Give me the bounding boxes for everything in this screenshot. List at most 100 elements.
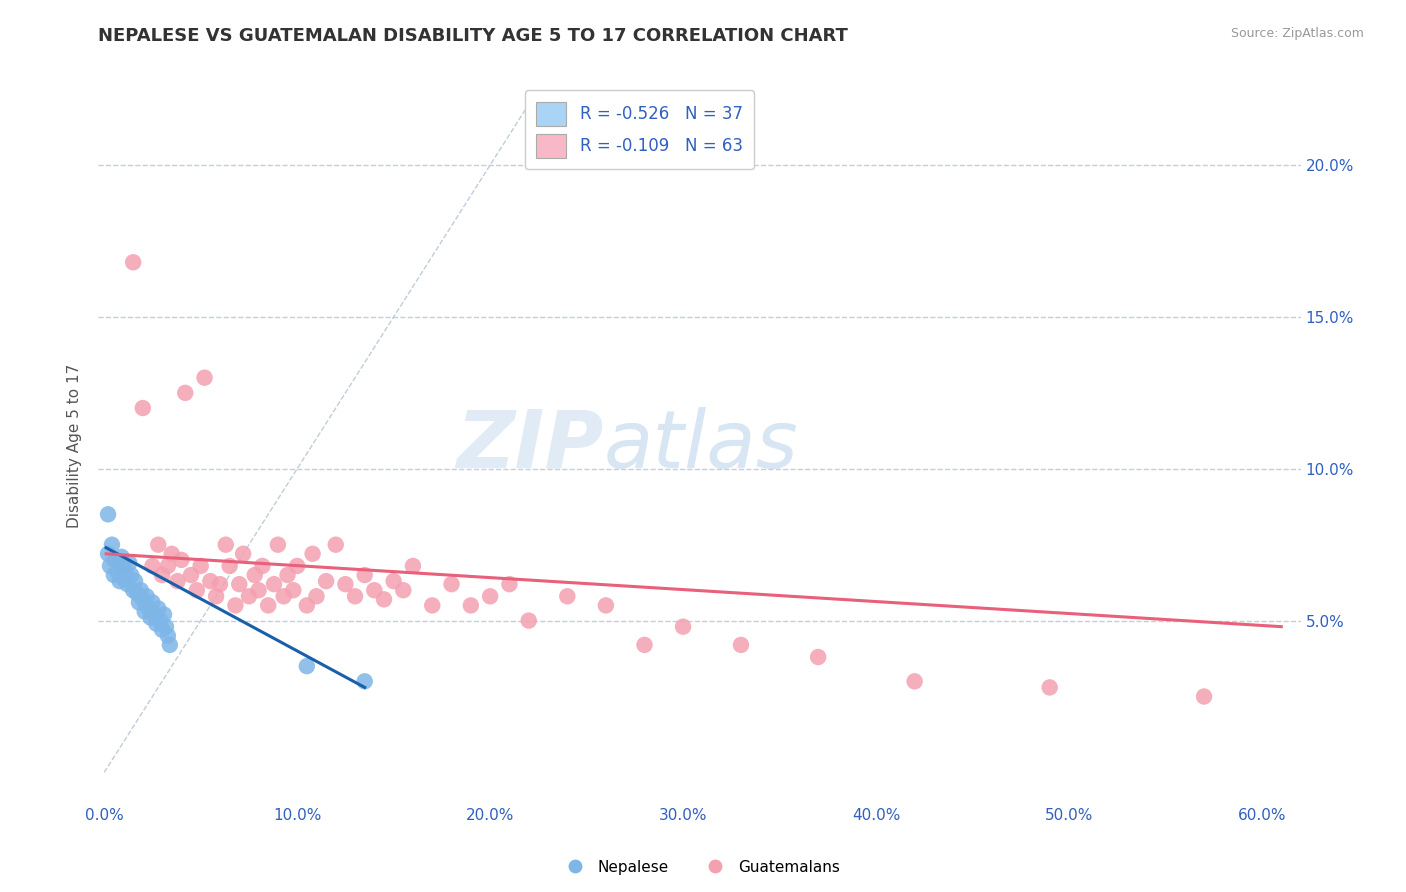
Point: [122, 255, 145, 269]
Text: NEPALESE VS GUATEMALAN DISABILITY AGE 5 TO 17 CORRELATION CHART: NEPALESE VS GUATEMALAN DISABILITY AGE 5 …: [98, 27, 848, 45]
Point: [156, 558, 179, 573]
Point: [205, 590, 228, 604]
Point: [145, 616, 167, 631]
Point: [135, 590, 157, 604]
Point: [139, 610, 162, 624]
Point: [363, 583, 385, 598]
Point: [97, 547, 120, 561]
Point: [224, 599, 246, 613]
Point: [335, 577, 357, 591]
Point: [186, 583, 208, 598]
Point: [103, 553, 125, 567]
Point: [285, 558, 308, 573]
Point: [730, 638, 752, 652]
Point: [110, 549, 132, 564]
Point: [498, 577, 520, 591]
Point: [156, 629, 179, 643]
Point: [517, 614, 540, 628]
Point: [148, 538, 170, 552]
Point: [672, 620, 695, 634]
Point: [263, 577, 285, 591]
Point: [238, 590, 260, 604]
Point: [1039, 681, 1062, 695]
Point: [134, 605, 156, 619]
Point: [122, 583, 145, 598]
Point: [117, 577, 139, 591]
Point: [103, 568, 125, 582]
Point: [132, 401, 155, 415]
Point: [107, 565, 129, 579]
Point: [141, 558, 163, 573]
Point: [215, 538, 238, 552]
Point: [120, 568, 142, 582]
Point: [125, 586, 148, 600]
Point: [460, 599, 482, 613]
Point: [402, 558, 425, 573]
Point: [807, 650, 830, 665]
Point: [112, 558, 135, 573]
Point: [373, 592, 395, 607]
Point: [150, 568, 173, 582]
Point: [295, 599, 318, 613]
Point: [1192, 690, 1215, 704]
Point: [633, 638, 655, 652]
Point: [353, 568, 375, 582]
Point: [98, 558, 121, 573]
Point: [440, 577, 463, 591]
Point: [174, 385, 197, 400]
Point: [344, 590, 367, 604]
Point: [200, 574, 222, 588]
Point: [143, 607, 166, 622]
Point: [148, 601, 170, 615]
Point: [138, 601, 160, 615]
Point: [149, 614, 172, 628]
Point: [595, 599, 617, 613]
Point: [132, 592, 155, 607]
Point: [129, 583, 152, 598]
Text: Source: ZipAtlas.com: Source: ZipAtlas.com: [1230, 27, 1364, 40]
Point: [118, 556, 141, 570]
Point: [479, 590, 502, 604]
Legend: Nepalese, Guatemalans: Nepalese, Guatemalans: [554, 854, 845, 880]
Point: [904, 674, 927, 689]
Point: [108, 574, 131, 588]
Point: [267, 538, 290, 552]
Text: atlas: atlas: [603, 407, 799, 485]
Point: [190, 558, 212, 573]
Point: [218, 558, 240, 573]
Point: [114, 565, 136, 579]
Point: [247, 583, 270, 598]
Point: [180, 568, 202, 582]
Y-axis label: Disability Age 5 to 17: Disability Age 5 to 17: [67, 364, 83, 528]
Point: [232, 547, 254, 561]
Point: [208, 577, 231, 591]
Point: [193, 370, 215, 384]
Point: [159, 638, 181, 652]
Point: [166, 574, 188, 588]
Point: [252, 558, 274, 573]
Point: [301, 547, 323, 561]
Point: [353, 674, 375, 689]
Text: ZIP: ZIP: [456, 407, 603, 485]
Point: [170, 553, 193, 567]
Point: [128, 595, 150, 609]
Point: [155, 620, 177, 634]
Point: [555, 590, 578, 604]
Point: [97, 508, 120, 522]
Point: [273, 590, 295, 604]
Point: [392, 583, 415, 598]
Point: [160, 547, 183, 561]
Point: [124, 574, 146, 588]
Point: [101, 538, 124, 552]
Point: [325, 538, 347, 552]
Point: [276, 568, 298, 582]
Point: [153, 607, 176, 622]
Point: [228, 577, 250, 591]
Point: [112, 558, 135, 573]
Point: [283, 583, 305, 598]
Point: [257, 599, 280, 613]
Point: [295, 659, 318, 673]
Point: [112, 571, 135, 585]
Point: [243, 568, 266, 582]
Point: [305, 590, 328, 604]
